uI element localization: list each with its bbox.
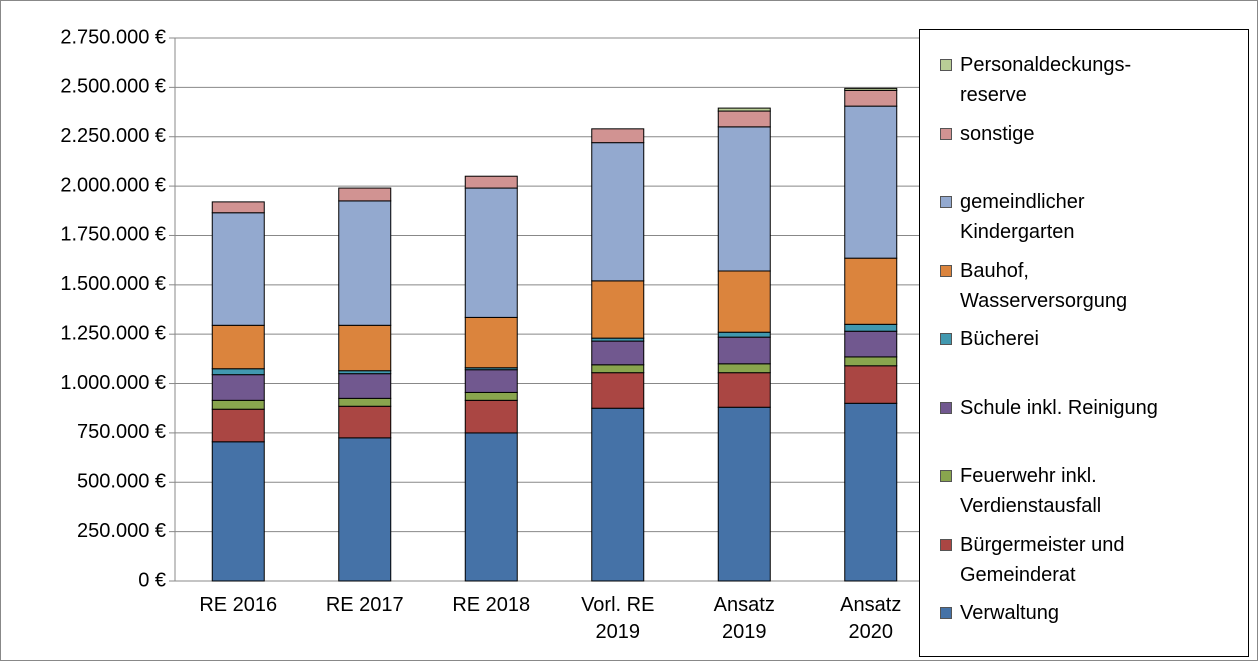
bar-segment — [338, 200, 392, 326]
legend-label: gemeindlicher Kindergarten — [960, 191, 1085, 243]
legend-swatch — [940, 59, 952, 71]
y-tick-label: 1.000.000 € — [60, 372, 166, 394]
bar-segment — [464, 391, 518, 401]
bar-segment — [338, 324, 392, 372]
y-tick-label: 2.750.000 € — [60, 26, 166, 48]
bar-segment — [717, 406, 771, 582]
legend-swatch — [940, 333, 952, 345]
bar-segment — [338, 397, 392, 407]
bar-segment — [338, 187, 392, 202]
x-tick-label: Ansatz 2019 — [713, 594, 775, 643]
bar-segment — [591, 407, 645, 582]
legend-label: Bürgermeister und Gemeinderat — [960, 533, 1125, 586]
legend-swatch — [940, 538, 952, 551]
bar-segment — [717, 363, 771, 374]
bar-segment — [591, 128, 645, 144]
bar-segment — [717, 270, 771, 333]
bar-segment — [844, 330, 898, 358]
y-tick-label: 500.000 € — [77, 471, 166, 493]
bar-segment — [844, 257, 898, 325]
y-tick-label: 2.000.000 € — [60, 174, 166, 196]
y-tick-label: 2.250.000 € — [60, 125, 166, 147]
legend-label: Bauhof, Wasserversorgung — [960, 259, 1128, 312]
bar-segment — [464, 316, 518, 369]
bar-segment — [717, 107, 771, 112]
legend-label: Schule inkl. Reinigung — [960, 396, 1158, 419]
bar-segment — [211, 374, 265, 401]
y-tick-label: 1.250.000 € — [60, 322, 166, 344]
legend-swatch — [940, 127, 952, 140]
y-tick-label: 2.500.000 € — [60, 76, 166, 98]
bar-segment — [211, 324, 265, 370]
legend-label: Personaldeckungs-reserve — [960, 54, 1132, 106]
bar-segment — [211, 368, 265, 376]
bar-segment — [844, 105, 898, 259]
y-tick-label: 1.750.000 € — [60, 224, 166, 246]
x-tick-label: RE 2017 — [325, 594, 404, 616]
bar-segment — [844, 87, 898, 91]
bar-segment — [591, 142, 645, 282]
x-tick-label: RE 2016 — [199, 594, 278, 616]
bar-segment — [338, 373, 392, 399]
bar-segment — [211, 399, 265, 410]
legend-label: Feuerwehr inkl. Verdienstausfall — [960, 465, 1102, 517]
bar-segment — [591, 364, 645, 374]
legend: Verwaltung Bürgermeister und Gemeinderat F… — [919, 29, 1249, 657]
bar-segment — [211, 441, 265, 582]
bar-segment — [717, 336, 771, 365]
bar-segment — [844, 356, 898, 367]
bar-segment — [464, 187, 518, 318]
x-tick-label: RE 2018 — [452, 594, 531, 616]
legend-swatch — [940, 401, 952, 414]
bar-segment — [211, 408, 265, 443]
bar-segment — [464, 432, 518, 582]
bar-segment — [464, 369, 518, 393]
y-tick-label: 750.000 € — [77, 421, 166, 443]
bar-segment — [211, 201, 265, 214]
bar-segment — [717, 126, 771, 272]
legend-label: Verwaltung — [960, 602, 1059, 624]
y-tick-label: 0 € — [138, 569, 166, 591]
bar-segment — [717, 331, 771, 338]
bar-segment — [591, 280, 645, 339]
y-tick-label: 250.000 € — [77, 520, 166, 542]
legend-swatch — [940, 607, 952, 619]
bar-segment — [591, 340, 645, 366]
legend-swatch — [940, 264, 952, 277]
x-tick-label: Ansatz 2020 — [840, 594, 902, 643]
bar-segment — [464, 175, 518, 189]
legend-swatch — [940, 470, 952, 482]
bar-segment — [844, 402, 898, 582]
bar-segment — [717, 372, 771, 408]
bar-segment — [717, 110, 771, 128]
bar-segment — [591, 372, 645, 409]
legend-label: sonstige — [960, 122, 1035, 145]
x-tick-label: Vorl. RE 2019 — [581, 594, 655, 643]
legend-label: Bücherei — [960, 328, 1039, 350]
bar-segment — [844, 365, 898, 404]
y-tick-label: 1.500.000 € — [60, 273, 166, 295]
bar-segment — [844, 323, 898, 332]
bar-segment — [338, 405, 392, 439]
bar-segment — [211, 212, 265, 326]
bar-segment — [844, 89, 898, 107]
bar-segment — [464, 399, 518, 434]
legend-swatch — [940, 196, 952, 208]
bar-segment — [338, 437, 392, 582]
